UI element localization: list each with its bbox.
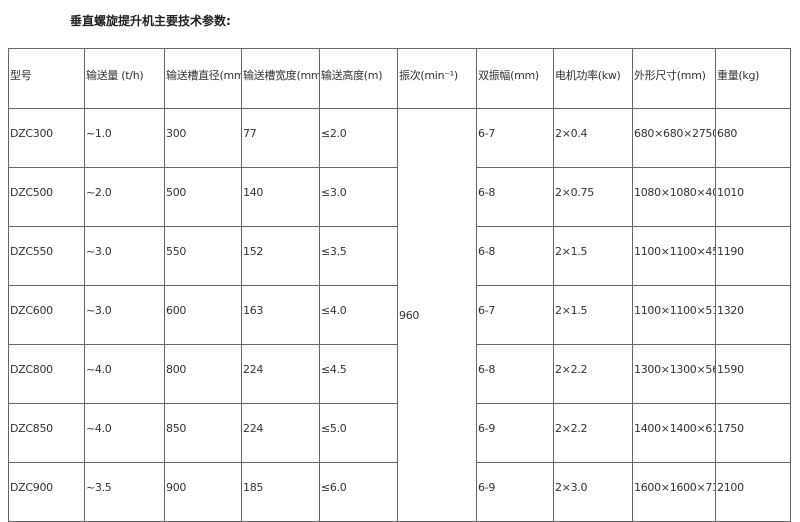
cell: 900 [164,462,242,522]
cell: 2×0.75 [553,167,633,227]
header-cell: 重量(kg) [715,48,791,109]
header-cell: 输送高度(m) [319,48,398,109]
cell: 224 [241,403,320,463]
cell: 680 [715,108,791,168]
cell: 1190 [715,226,791,286]
cell: 1010 [715,167,791,227]
cell: 550 [164,226,242,286]
cell: 1100×1100×4530 [632,226,716,286]
cell: 2×2.2 [553,344,633,404]
cell: 6-8 [476,344,554,404]
cell: 800 [164,344,242,404]
cell: DZC300 [8,108,85,168]
data-row: DZC300 ~1.0 300 77 ≤2.0 960 6-7 2×0.4 680×680×27… [8,108,791,522]
header-cell: 输送槽直径(mm) [164,48,242,109]
cell: ≤6.0 [319,462,398,522]
header-cell: 振次(min⁻¹) [397,48,477,109]
cell: 185 [241,462,320,522]
title: 垂直螺旋提升机主要技术参数: [70,14,231,28]
header-cell: 型号 [8,48,85,109]
cell: ≤4.0 [319,285,398,345]
cell: 6-8 [476,167,554,227]
cell: 2×2.2 [553,403,633,463]
data-row: DZC500 ~2.0 500 140 ≤3.0 6-8 2×0.75 1080×1080×4… [8,167,791,227]
cell: ≤5.0 [319,403,398,463]
cell: 6-7 [476,108,554,168]
cell: ≤3.5 [319,226,398,286]
cell: 2×0.4 [553,108,633,168]
header-cell: 输送量 (t/h) [84,48,165,109]
cell: 600 [164,285,242,345]
cell: 1590 [715,344,791,404]
cell: DZC550 [8,226,85,286]
header-cell: 输送槽宽度(mm) [241,48,320,109]
cell: DZC800 [8,344,85,404]
header-row: 型号 输送量 (t/h) 输送槽直径(mm) 输送槽宽度(mm) 输送高度(m) 振次(m… [8,48,791,109]
cell: 6-8 [476,226,554,286]
cell: 1080×1080×4020 [632,167,716,227]
cell: 140 [241,167,320,227]
cell: 500 [164,167,242,227]
cell: 1400×1400×6150 [632,403,716,463]
cell: 1100×1100×5150 [632,285,716,345]
cell: ~3.0 [84,226,165,286]
cell: ~4.0 [84,344,165,404]
cell: ~2.0 [84,167,165,227]
cell: 2×1.5 [553,226,633,286]
cell: 6-9 [476,462,554,522]
cell: ~1.0 [84,108,165,168]
cell: 2×3.0 [553,462,633,522]
merged-cell: 960 [397,108,477,522]
cell: DZC900 [8,462,85,522]
header-cell: 双振幅(mm) [476,48,554,109]
cell: 680×680×2750 [632,108,716,168]
cell: 6-9 [476,403,554,463]
cell: 152 [241,226,320,286]
cell: 77 [241,108,320,168]
cell: ~4.0 [84,403,165,463]
cell: 2100 [715,462,791,522]
cell: ≤2.0 [319,108,398,168]
cell: 224 [241,344,320,404]
cell: ~3.0 [84,285,165,345]
cell: 6-7 [476,285,554,345]
data-row: DZC850 ~4.0 850 224 ≤5.0 6-9 2×2.2 1400×1400×6 1… [8,403,791,463]
header-cell: 电机功率(kw) [553,48,633,109]
cell: 1320 [715,285,791,345]
cell: 850 [164,403,242,463]
cell: DZC850 [8,403,85,463]
cell: ≤4.5 [319,344,398,404]
cell: 300 [164,108,242,168]
cell: ≤3.0 [319,167,398,227]
cell: 1600×1600×7180 [632,462,716,522]
cell: 1750 [715,403,791,463]
spec-table: 型号 输送量 (t/h) 输送槽直径(mm) 输送槽宽度(mm) 输送高度(m) 振次(m… [8,48,791,522]
cell: ~3.5 [84,462,165,522]
header-cell: 外形尺寸(mm) [632,48,716,109]
cell: DZC600 [8,285,85,345]
cell: 2×1.5 [553,285,633,345]
cell: 1300×1300×5650 [632,344,716,404]
cell: 163 [241,285,320,345]
data-row: DZC600 ~3.0 600 163 ≤4.0 6-7 2×1.5 1100×1100×5 1… [8,285,791,345]
cell: DZC500 [8,167,85,227]
